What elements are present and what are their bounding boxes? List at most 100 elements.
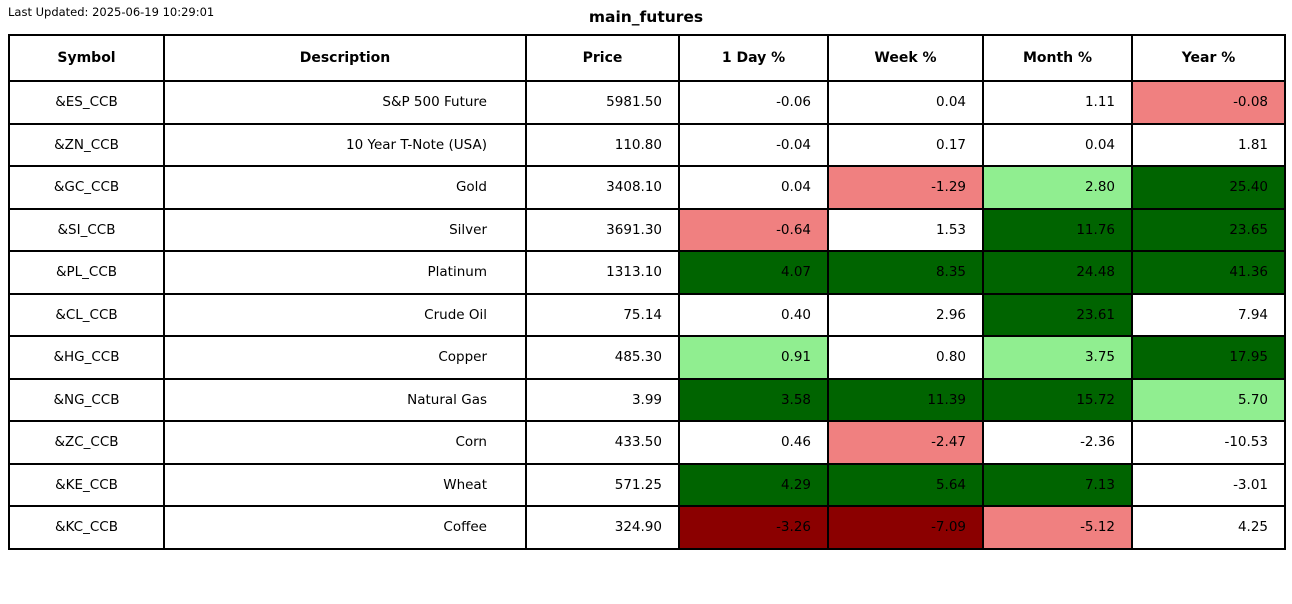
table-row: &SI_CCB Silver 3691.30 -0.64 1.53 11.76 23.65 [8, 207, 1286, 252]
symbol-cell: &SI_CCB [8, 207, 165, 252]
header-day-pct: 1 Day % [678, 34, 829, 82]
table-row: &GC_CCB Gold 3408.10 0.04 -1.29 2.80 25.40 [8, 165, 1286, 210]
description-cell: Natural Gas [163, 377, 527, 422]
description-cell: Platinum [163, 250, 527, 295]
table-row: &ZN_CCB 10 Year T-Note (USA) 110.80 -0.04 0.… [8, 122, 1286, 167]
price-cell: 1313.10 [525, 250, 680, 295]
symbol-cell: &KE_CCB [8, 462, 165, 507]
day-pct-cell: 4.07 [678, 250, 829, 295]
header-week-pct: Week % [827, 34, 984, 82]
description-cell: S&P 500 Future [163, 80, 527, 125]
month-pct-cell: 0.04 [982, 122, 1133, 167]
day-pct-cell: 3.58 [678, 377, 829, 422]
symbol-cell: &KC_CCB [8, 505, 165, 550]
description-cell: Crude Oil [163, 292, 527, 337]
week-pct-cell: 2.96 [827, 292, 984, 337]
week-pct-cell: 11.39 [827, 377, 984, 422]
table-body: &ES_CCB S&P 500 Future 5981.50 -0.06 0.04 1.1… [8, 80, 1286, 550]
table-row: &KC_CCB Coffee 324.90 -3.26 -7.09 -5.12 4.25 [8, 505, 1286, 550]
year-pct-cell: 25.40 [1131, 165, 1286, 210]
table-row: &CL_CCB Crude Oil 75.14 0.40 2.96 23.61 7.94 [8, 292, 1286, 337]
symbol-cell: &ZC_CCB [8, 420, 165, 465]
price-cell: 3408.10 [525, 165, 680, 210]
table-header: Symbol Description Price 1 Day % Week % … [8, 34, 1286, 82]
week-pct-cell: 8.35 [827, 250, 984, 295]
description-cell: Copper [163, 335, 527, 380]
year-pct-cell: 23.65 [1131, 207, 1286, 252]
price-cell: 5981.50 [525, 80, 680, 125]
week-pct-cell: 1.53 [827, 207, 984, 252]
day-pct-cell: -0.04 [678, 122, 829, 167]
symbol-cell: &NG_CCB [8, 377, 165, 422]
price-cell: 110.80 [525, 122, 680, 167]
price-cell: 485.30 [525, 335, 680, 380]
description-cell: Coffee [163, 505, 527, 550]
year-pct-cell: 1.81 [1131, 122, 1286, 167]
day-pct-cell: -0.64 [678, 207, 829, 252]
month-pct-cell: 3.75 [982, 335, 1133, 380]
header-price: Price [525, 34, 680, 82]
header-year-pct: Year % [1131, 34, 1286, 82]
month-pct-cell: 23.61 [982, 292, 1133, 337]
day-pct-cell: 0.91 [678, 335, 829, 380]
description-cell: Silver [163, 207, 527, 252]
price-cell: 433.50 [525, 420, 680, 465]
month-pct-cell: 2.80 [982, 165, 1133, 210]
price-cell: 3.99 [525, 377, 680, 422]
price-cell: 324.90 [525, 505, 680, 550]
week-pct-cell: -2.47 [827, 420, 984, 465]
month-pct-cell: 24.48 [982, 250, 1133, 295]
week-pct-cell: 0.80 [827, 335, 984, 380]
symbol-cell: &PL_CCB [8, 250, 165, 295]
header-symbol: Symbol [8, 34, 165, 82]
description-cell: Gold [163, 165, 527, 210]
year-pct-cell: -10.53 [1131, 420, 1286, 465]
week-pct-cell: -7.09 [827, 505, 984, 550]
day-pct-cell: -3.26 [678, 505, 829, 550]
day-pct-cell: 0.04 [678, 165, 829, 210]
price-cell: 3691.30 [525, 207, 680, 252]
price-cell: 75.14 [525, 292, 680, 337]
year-pct-cell: 5.70 [1131, 377, 1286, 422]
year-pct-cell: 4.25 [1131, 505, 1286, 550]
month-pct-cell: 7.13 [982, 462, 1133, 507]
week-pct-cell: 0.17 [827, 122, 984, 167]
day-pct-cell: -0.06 [678, 80, 829, 125]
month-pct-cell: 11.76 [982, 207, 1133, 252]
year-pct-cell: 7.94 [1131, 292, 1286, 337]
month-pct-cell: -2.36 [982, 420, 1133, 465]
symbol-cell: &GC_CCB [8, 165, 165, 210]
week-pct-cell: 0.04 [827, 80, 984, 125]
description-cell: 10 Year T-Note (USA) [163, 122, 527, 167]
year-pct-cell: -3.01 [1131, 462, 1286, 507]
table-row: &ES_CCB S&P 500 Future 5981.50 -0.06 0.04 1.1… [8, 80, 1286, 125]
year-pct-cell: -0.08 [1131, 80, 1286, 125]
table-row: &ZC_CCB Corn 433.50 0.46 -2.47 -2.36 -10.53 [8, 420, 1286, 465]
symbol-cell: &CL_CCB [8, 292, 165, 337]
table-row: &PL_CCB Platinum 1313.10 4.07 8.35 24.48 41.36 [8, 250, 1286, 295]
table-row: &NG_CCB Natural Gas 3.99 3.58 11.39 15.72 5.70 [8, 377, 1286, 422]
header-month-pct: Month % [982, 34, 1133, 82]
header-description: Description [163, 34, 527, 82]
table-row: &HG_CCB Copper 485.30 0.91 0.80 3.75 17.95 [8, 335, 1286, 380]
report-header: Last Updated: 2025-06-19 10:29:01 main_f… [0, 0, 1292, 34]
last-updated-timestamp: Last Updated: 2025-06-19 10:29:01 [8, 5, 215, 19]
description-cell: Corn [163, 420, 527, 465]
month-pct-cell: -5.12 [982, 505, 1133, 550]
symbol-cell: &ZN_CCB [8, 122, 165, 167]
symbol-cell: &ES_CCB [8, 80, 165, 125]
futures-table: Symbol Description Price 1 Day % Week % … [8, 34, 1286, 550]
week-pct-cell: -1.29 [827, 165, 984, 210]
symbol-cell: &HG_CCB [8, 335, 165, 380]
week-pct-cell: 5.64 [827, 462, 984, 507]
day-pct-cell: 0.46 [678, 420, 829, 465]
month-pct-cell: 1.11 [982, 80, 1133, 125]
year-pct-cell: 41.36 [1131, 250, 1286, 295]
year-pct-cell: 17.95 [1131, 335, 1286, 380]
month-pct-cell: 15.72 [982, 377, 1133, 422]
header-row: Symbol Description Price 1 Day % Week % … [8, 34, 1286, 82]
table-row: &KE_CCB Wheat 571.25 4.29 5.64 7.13 -3.01 [8, 462, 1286, 507]
page-title: main_futures [588, 8, 704, 26]
price-cell: 571.25 [525, 462, 680, 507]
